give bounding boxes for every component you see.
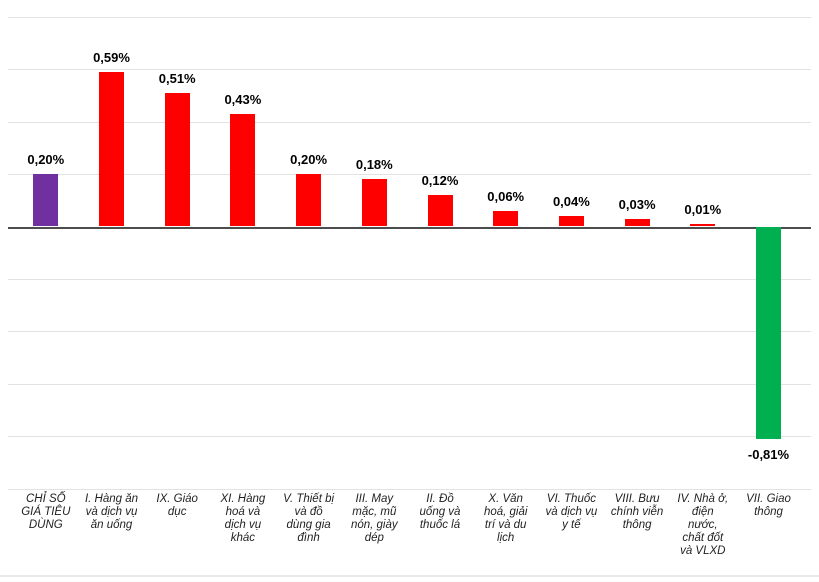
- category-label-3: IX. Giáo dục: [156, 493, 198, 518]
- value-label-5: 0,20%: [290, 152, 328, 168]
- category-label-8: X. Văn hoá, giải trí và du lịch: [483, 493, 528, 544]
- category-label-11: IV. Nhà ở, điện nước, chất đốt và VLXD: [677, 493, 729, 557]
- category-label-1: CHỈ SỐ GIÁ TIÊU DÙNG: [21, 493, 71, 531]
- category-label-2: I. Hàng ăn và dịch vụ ăn uống: [84, 493, 139, 531]
- category-label-6: III. May mặc, mũ nón, giày dép: [350, 493, 398, 544]
- category-label-5: V. Thiết bị và đồ dùng gia đình: [283, 493, 335, 544]
- bar-7: [427, 195, 453, 227]
- gridline: [8, 121, 811, 123]
- gridline: [8, 331, 811, 333]
- bar-3: [164, 92, 190, 227]
- value-label-7: 0,12%: [421, 173, 459, 189]
- bar-6: [361, 179, 387, 227]
- bar-4: [230, 113, 256, 227]
- value-label-6: 0,18%: [355, 157, 393, 173]
- value-label-3: 0,51%: [158, 70, 196, 86]
- value-label-9: 0,04%: [552, 194, 590, 210]
- gridline: [8, 436, 811, 438]
- bar-1: [33, 174, 59, 227]
- bar-2: [99, 71, 124, 227]
- category-label-7: II. Đồ uống và thuốc lá: [419, 493, 461, 531]
- gridline: [8, 174, 811, 176]
- category-label-9: VI. Thuốc và dịch vụ y tế: [545, 493, 598, 531]
- value-label-8: 0,06%: [487, 188, 525, 204]
- value-label-4: 0,43%: [224, 91, 262, 107]
- value-label-2: 0,59%: [93, 49, 130, 65]
- bar-11: [690, 223, 716, 227]
- value-label-12: -0,81%: [747, 446, 790, 462]
- bar-5: [296, 174, 322, 227]
- value-label-10: 0,03%: [618, 196, 656, 212]
- bar-8: [493, 210, 519, 227]
- gridline: [8, 278, 811, 280]
- category-label-4: XI. Hàng hoá và dịch vụ khác: [220, 493, 266, 544]
- bar-12: [756, 226, 781, 439]
- category-label-10: VIII. Bưu chính viễn thông: [610, 493, 664, 531]
- bar-10: [624, 218, 650, 227]
- gridline: [8, 69, 811, 71]
- bar-9: [558, 216, 584, 227]
- gridline: [8, 383, 811, 385]
- chart-bottom-border: [0, 575, 819, 577]
- value-label-11: 0,01%: [684, 201, 722, 217]
- gridline: [8, 16, 811, 18]
- category-label-12: VII. Giao thông: [746, 493, 791, 518]
- gridline: [8, 488, 811, 490]
- value-label-1: 0,20%: [27, 152, 65, 168]
- zero-axis-line: [8, 226, 811, 229]
